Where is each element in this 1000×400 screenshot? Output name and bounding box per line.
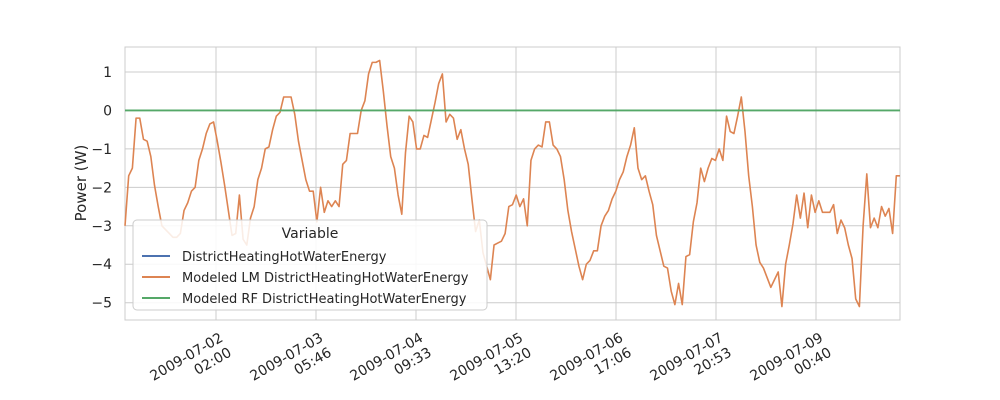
legend-label-lm: Modeled LM DistrictHeatingHotWaterEnergy [182, 271, 469, 286]
legend-title: Variable [282, 226, 339, 242]
y-tick-label: 0 [103, 103, 112, 119]
y-tick-label: −3 [91, 219, 112, 235]
legend-box [132, 219, 488, 311]
y-tick-label: 1 [103, 65, 112, 81]
series-lines [124, 59, 900, 308]
y-tick-label: −2 [91, 180, 112, 196]
y-tick-label: −4 [91, 257, 112, 273]
y-tick-labels: 1 0 −1 −2 −3 −4 −5 [91, 65, 112, 312]
legend: Variable DistrictHeatingHotWaterEnergy M… [132, 219, 488, 311]
y-tick-label: −1 [91, 142, 112, 158]
legend-label-observed: DistrictHeatingHotWaterEnergy [182, 250, 387, 265]
y-tick-label: −5 [91, 296, 112, 312]
y-axis-label: Power (W) [72, 145, 90, 222]
series-line-lm [124, 59, 900, 308]
legend-label-rf: Modeled RF DistrictHeatingHotWaterEnergy [182, 292, 467, 307]
